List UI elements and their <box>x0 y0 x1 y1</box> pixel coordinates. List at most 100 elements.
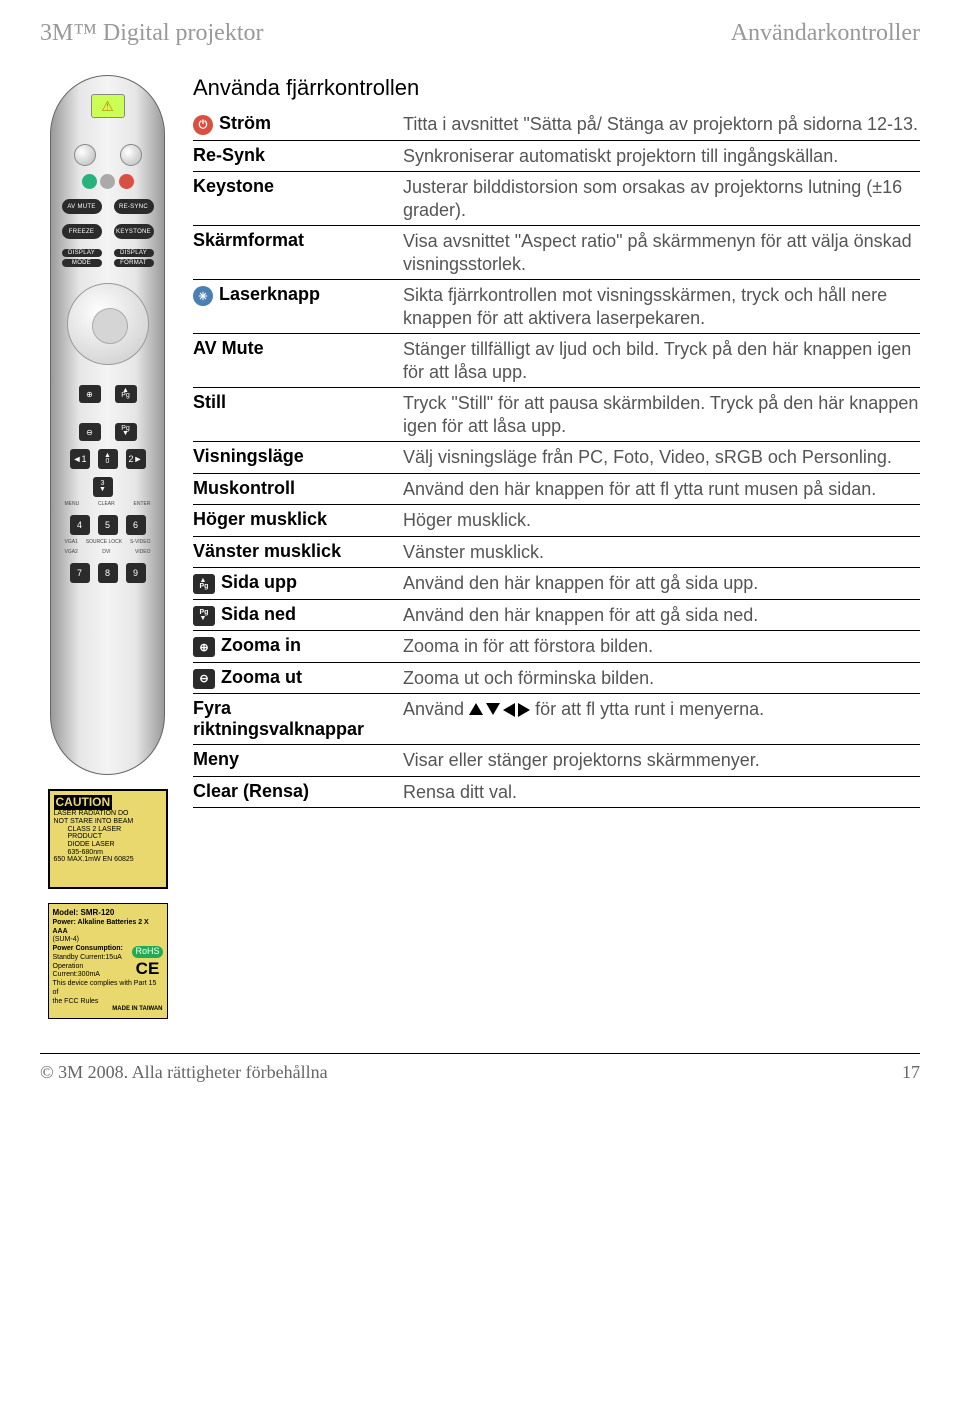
table-row: ▲Pg Sida upp Använd den här knappen för at… <box>193 568 920 600</box>
row-label-text: Laserknapp <box>219 284 320 305</box>
remote-illustration: ⚠ AV MUTE RE-SYNC FREEZE KEYSTONE DISPLA… <box>50 75 165 775</box>
row-label: ⊕Zooma in <box>193 635 403 658</box>
row-desc: Höger musklick. <box>403 509 920 532</box>
remote-label: VGA1 <box>65 539 78 545</box>
remote-button: KEYSTONE <box>114 224 154 239</box>
row-label: ⊖ Zooma ut <box>193 667 403 690</box>
table-row: Re-SynkSynkroniserar automatiskt projekt… <box>193 141 920 173</box>
row-desc: Använd den här knappen för att gå sida n… <box>403 604 920 627</box>
row-desc: Stänger tillfälligt av ljud och bild. Tr… <box>403 338 920 383</box>
row-label-text: AV Mute <box>193 338 264 359</box>
caution-label: CAUTION LASER RADIATION DO NOT STARE INT… <box>48 789 168 889</box>
row-label-text: Sida ned <box>221 604 296 625</box>
table-row: ⊖ Zooma ut Zooma ut och förminska bilden. <box>193 663 920 695</box>
table-row: Keystone Justerar bilddistorsion som orsa… <box>193 172 920 226</box>
row-desc: Använd den här knappen för att gå sida u… <box>403 572 920 595</box>
remote-button: 8 <box>98 563 118 583</box>
remote-button: 6 <box>126 515 146 535</box>
remote-button: 5 <box>98 515 118 535</box>
table-row: StillTryck "Still" för att pausa skärmbi… <box>193 388 920 442</box>
row-label: Fyra riktningsvalknappar <box>193 698 403 740</box>
ir-lens-icon <box>74 144 96 166</box>
header-left: 3M™ Digital projektor <box>40 20 264 47</box>
remote-button: RE-SYNC <box>114 199 154 214</box>
laser-warning-icon: ⚠ <box>91 94 125 118</box>
remote-label: SOURCE LOCK <box>86 539 122 545</box>
row-label: Pg▼ Sida ned <box>193 604 403 627</box>
remote-button: 4 <box>70 515 90 535</box>
row-label: Skärmformat <box>193 230 403 275</box>
row-label: Clear (Rensa) <box>193 781 403 804</box>
rohs-icon: RoHS <box>132 946 162 957</box>
remote-button: Pg▼ <box>115 423 137 441</box>
row-label: ⏻ Ström <box>193 113 403 136</box>
row-label: Vänster musklick <box>193 541 403 564</box>
remote-button: DISPLAY <box>62 249 102 257</box>
table-row: VisningslägeVälj visningsläge från PC, F… <box>193 442 920 474</box>
row-desc: Använd för att fl ytta runt i menyerna. <box>403 698 920 740</box>
remote-button: ▲Pg <box>115 385 137 403</box>
page-down-icon: Pg▼ <box>193 606 215 626</box>
row-desc: Visar eller stänger projektorns skärmmen… <box>403 749 920 772</box>
power-led-icon <box>119 174 134 189</box>
row-label: Meny <box>193 749 403 772</box>
remote-button: MODE <box>62 259 102 267</box>
page-footer: © 3M 2008. Alla rättigheter förbehållna … <box>40 1053 920 1099</box>
table-row: SkärmformatVisa avsnittet "Aspect ratio"… <box>193 226 920 280</box>
row-label: Höger musklick <box>193 509 403 532</box>
remote-button: 2► <box>126 449 146 469</box>
remote-button: ⊖ <box>79 423 101 441</box>
power-icon: ⏻ <box>193 115 213 135</box>
table-row: ✳LaserknappSikta fjärrkontrollen mot vis… <box>193 280 920 334</box>
remote-label: S-VIDEO <box>130 539 151 545</box>
remote-button: DISPLAY <box>114 249 154 257</box>
table-row: ⏻ Ström Titta i avsnittet "Sätta på/ Stäng… <box>193 109 920 141</box>
remote-dpad-icon <box>67 283 149 365</box>
row-label-text: Zooma ut <box>221 667 302 688</box>
table-row: Clear (Rensa)Rensa ditt val. <box>193 777 920 809</box>
remote-label: VIDEO <box>135 549 151 555</box>
remote-button: 3▼ <box>93 477 113 497</box>
remote-button: ▲0 <box>98 449 118 469</box>
row-label-text: Höger musklick <box>193 509 327 530</box>
row-desc: Zooma ut och förminska bilden. <box>403 667 920 690</box>
led-green-icon <box>82 174 97 189</box>
table-row: Vänster musklickVänster musklick. <box>193 537 920 569</box>
row-label: Visningsläge <box>193 446 403 469</box>
row-label: Keystone <box>193 176 403 221</box>
table-row: Pg▼ Sida ned Använd den här knappen för at… <box>193 600 920 632</box>
zoom-out-icon: ⊖ <box>193 669 215 689</box>
ce-mark-icon: CE <box>136 958 160 979</box>
remote-label: VGA2 <box>65 549 78 555</box>
row-label-text: Skärmformat <box>193 230 304 251</box>
remote-button: ⊕ <box>79 385 101 403</box>
row-label-text: Fyra riktningsvalknappar <box>193 698 403 740</box>
content-area: Använda fjärrkontrollen ⏻StrömTitta i av… <box>193 75 920 1019</box>
row-label-text: Muskontroll <box>193 478 295 499</box>
row-label-text: Keystone <box>193 176 274 197</box>
page-number: 17 <box>902 1062 920 1083</box>
row-label-text: Ström <box>219 113 271 134</box>
row-label: ▲Pg Sida upp <box>193 572 403 595</box>
row-desc: Titta i avsnittet "Sätta på/ Stänga av p… <box>403 113 920 136</box>
row-desc: Synkroniserar automatiskt projektorn til… <box>403 145 920 168</box>
table-row: Fyra riktningsvalknapparAnvänd för att f… <box>193 694 920 745</box>
arrow-keys-icon <box>469 703 530 717</box>
row-label: AV Mute <box>193 338 403 383</box>
row-label-text: Meny <box>193 749 239 770</box>
remote-button: 9 <box>126 563 146 583</box>
ir-lens-icon <box>120 144 142 166</box>
remote-button: FORMAT <box>114 259 154 267</box>
zoom-in-icon: ⊕ <box>193 637 215 657</box>
row-label-text: Sida upp <box>221 572 297 593</box>
caution-title: CAUTION <box>54 795 113 810</box>
remote-button: AV MUTE <box>62 199 102 214</box>
remote-label: CLEAR <box>98 501 115 507</box>
remote-button: 7 <box>70 563 90 583</box>
table-row: Höger musklick Höger musklick. <box>193 505 920 537</box>
led-icon <box>100 174 115 189</box>
row-label-text: Still <box>193 392 226 413</box>
table-row: ⊕Zooma inZooma in för att förstora bilde… <box>193 631 920 663</box>
page-up-icon: ▲Pg <box>193 574 215 594</box>
row-desc: Justerar bilddistorsion som orsakas av p… <box>403 176 920 221</box>
